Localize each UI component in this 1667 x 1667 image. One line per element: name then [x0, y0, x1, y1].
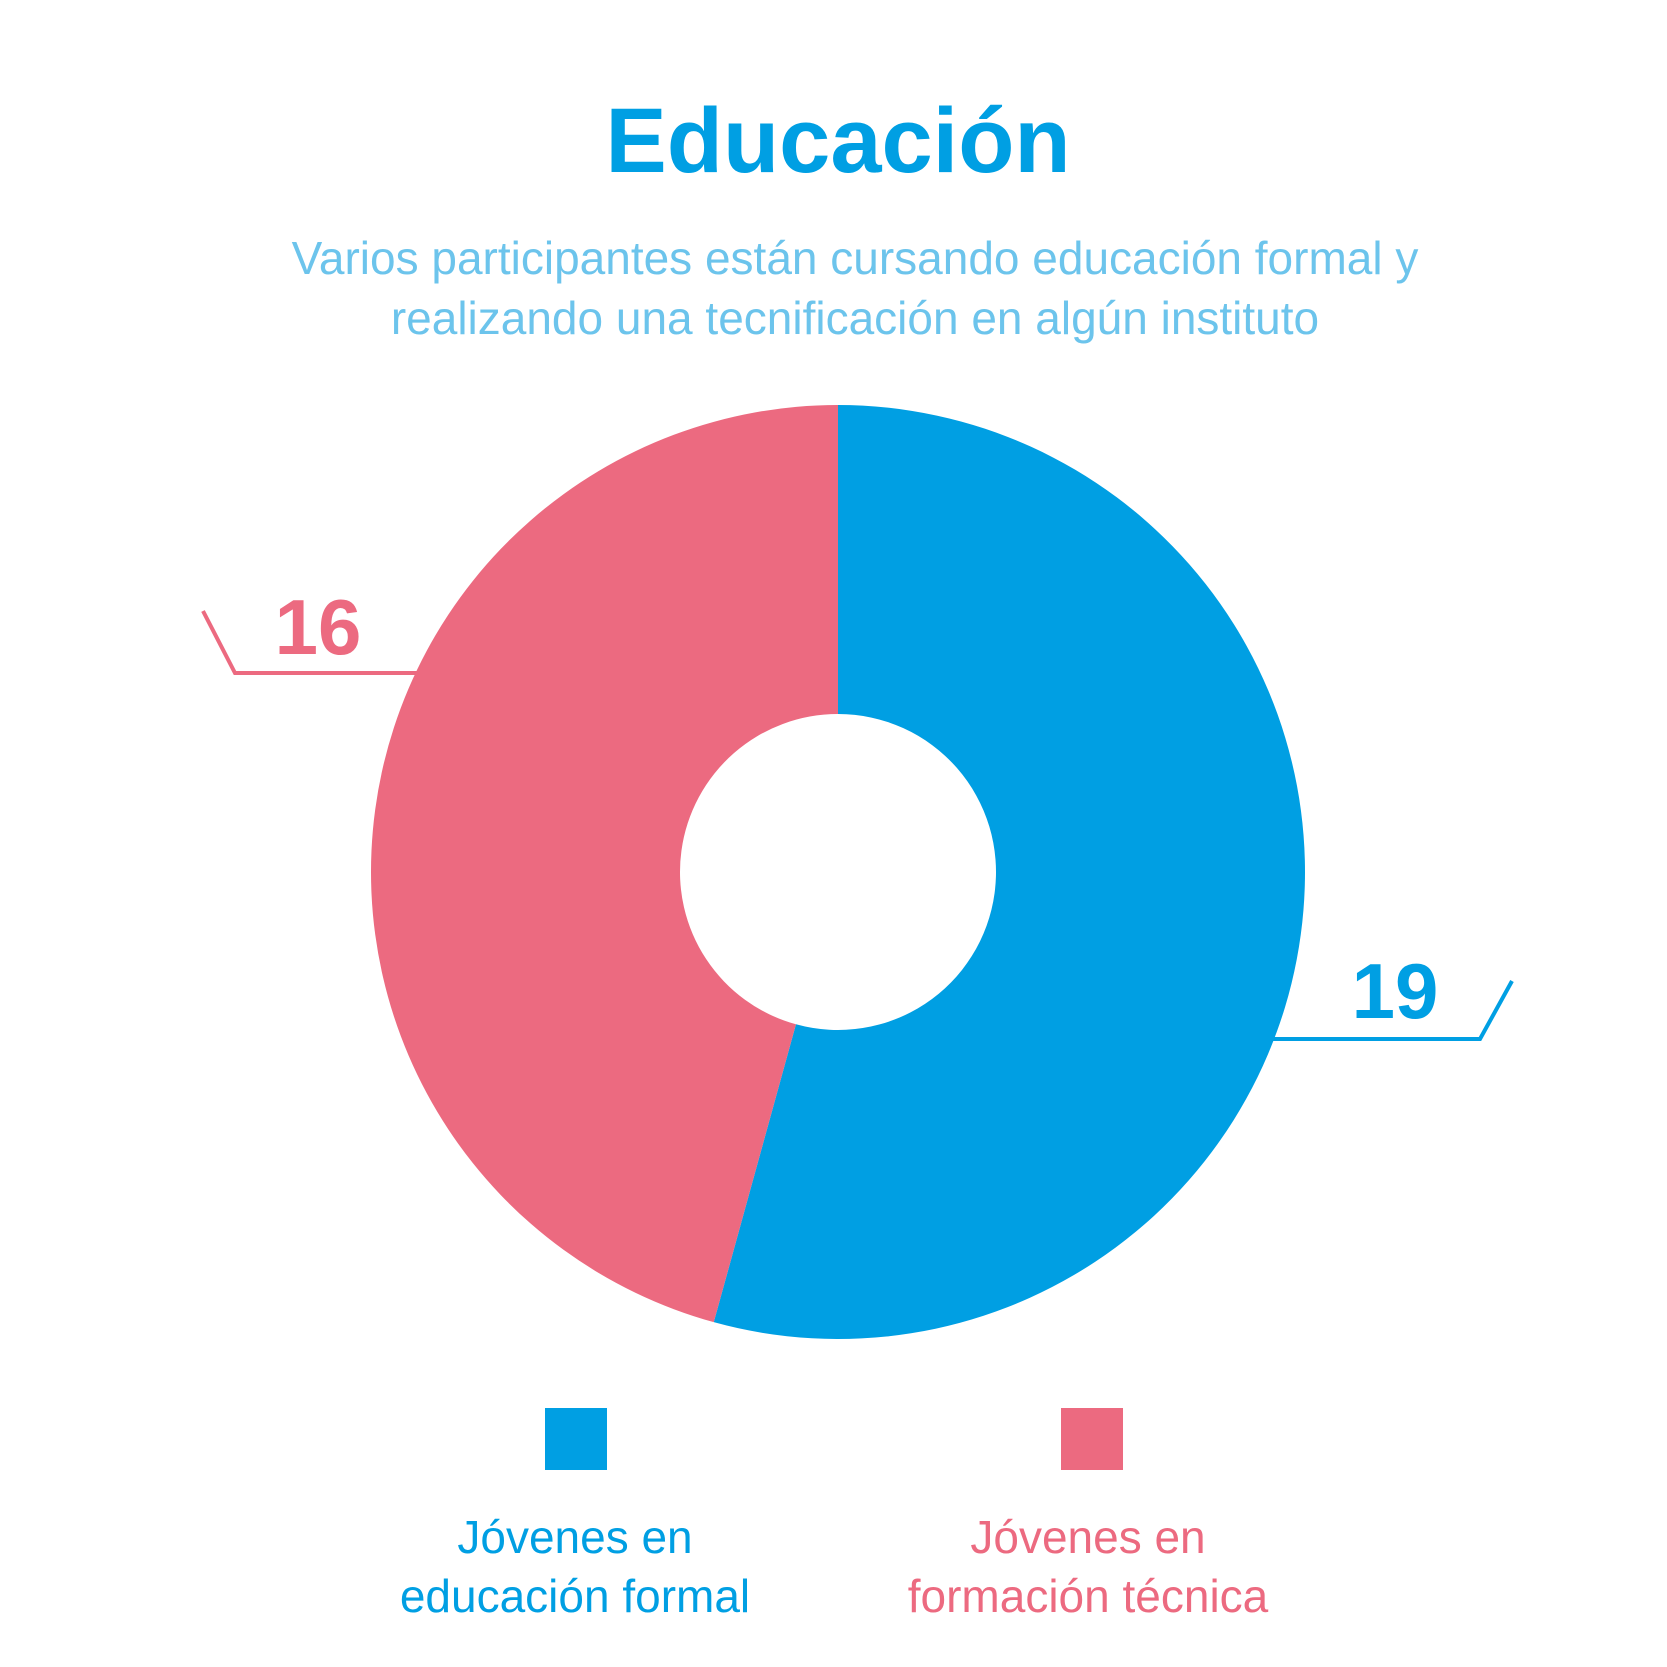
subtitle: Varios participantes están cursando educ…	[292, 232, 1419, 284]
donut-slice	[371, 405, 838, 1323]
donut-slice	[713, 405, 1305, 1339]
data-label: 19	[1352, 947, 1439, 1035]
legend-swatch	[1061, 1408, 1123, 1470]
legend-swatch	[545, 1408, 607, 1470]
subtitle: realizando una tecnificación en algún in…	[391, 292, 1319, 344]
legend-label: Jóvenes en educación formal	[399, 1511, 751, 1622]
legend-label: Jóvenes en formación técnica	[907, 1511, 1269, 1622]
chart-title: Educación	[605, 90, 1070, 192]
leader-line	[201, 610, 417, 675]
data-label: 16	[275, 583, 362, 671]
leader-line	[1272, 980, 1514, 1041]
